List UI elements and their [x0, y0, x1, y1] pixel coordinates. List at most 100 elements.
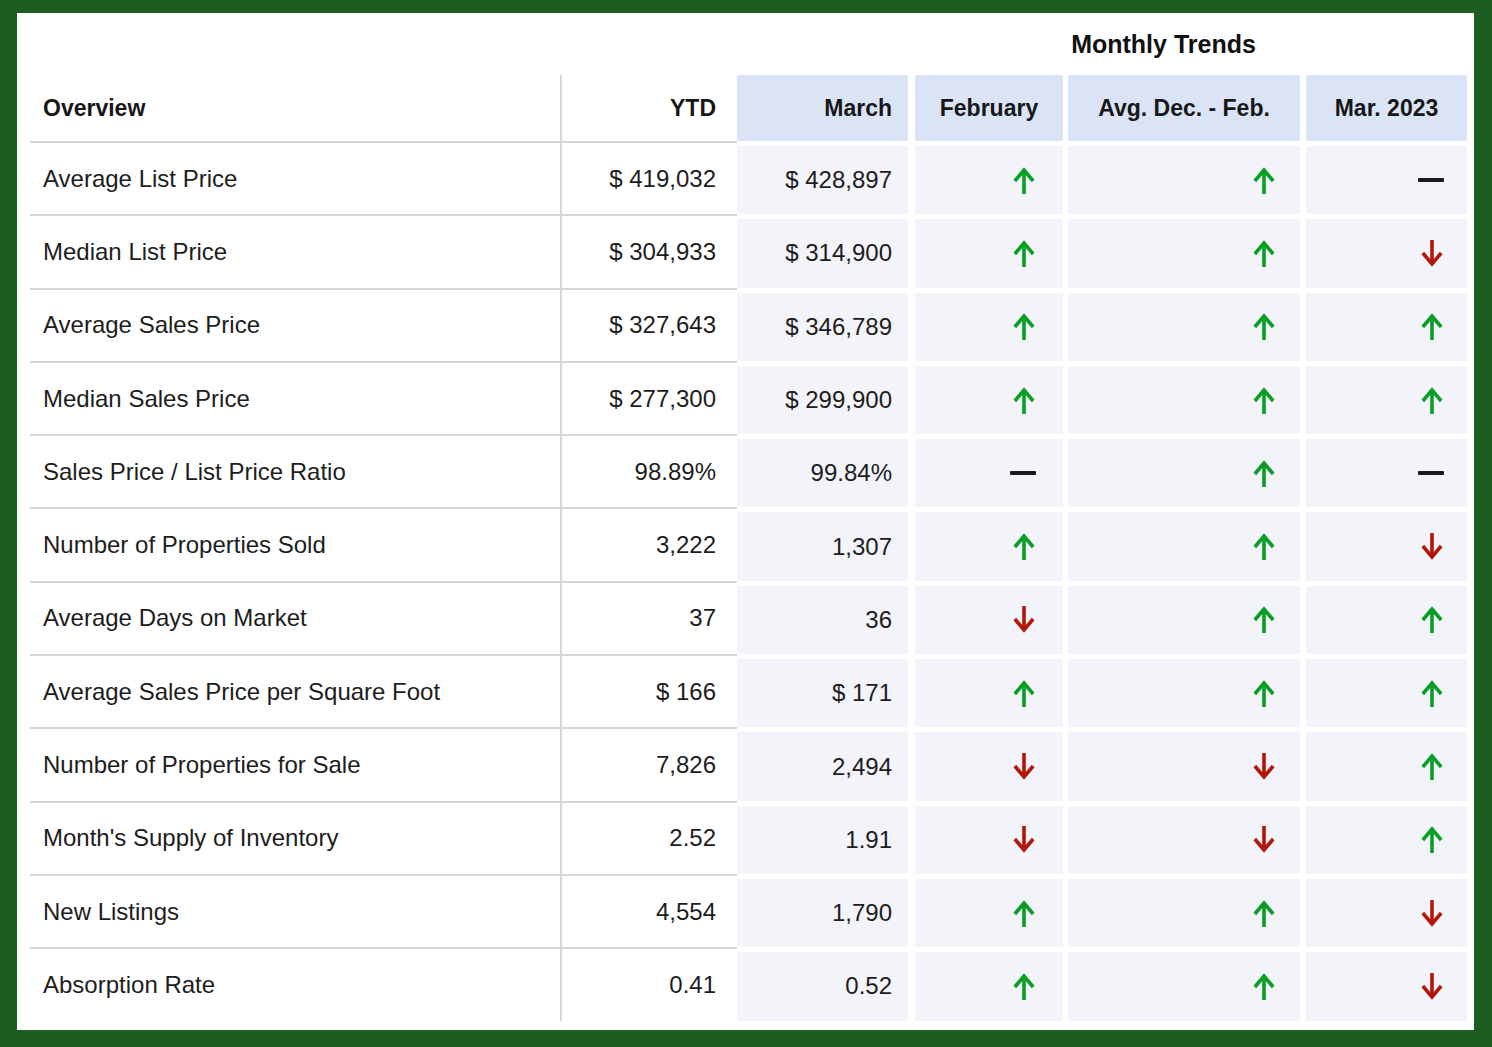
february-trend [915, 507, 1063, 580]
trend-up-icon [1252, 239, 1276, 268]
mar-2023-trend [1306, 214, 1467, 287]
table-row: Average Sales Price per Square Foot$ 166… [30, 654, 1467, 727]
march-value: 1,307 [737, 507, 908, 580]
trend-down-icon [1012, 752, 1036, 781]
february-trend [915, 801, 1063, 874]
trend-down-icon [1012, 825, 1036, 854]
trend-up-icon [1252, 532, 1276, 561]
ytd-value: 0.41 [562, 947, 737, 1020]
row-label: Number of Properties Sold [30, 507, 562, 580]
row-label: Average List Price [30, 141, 562, 214]
february-trend [915, 361, 1063, 434]
trend-up-icon [1420, 386, 1444, 415]
ytd-value: 7,826 [562, 727, 737, 800]
trend-up-icon [1012, 679, 1036, 708]
march-value: $ 346,789 [737, 288, 908, 361]
trend-up-icon [1252, 386, 1276, 415]
market-stats-table: Overview YTD March February Avg. Dec. - … [30, 75, 1467, 1021]
row-label: Median Sales Price [30, 361, 562, 434]
row-label: Average Sales Price per Square Foot [30, 654, 562, 727]
avg-dec-feb-trend [1068, 141, 1300, 214]
ytd-value: 37 [562, 581, 737, 654]
trend-flat-icon [1010, 471, 1036, 475]
trend-up-icon [1012, 386, 1036, 415]
row-label: Absorption Rate [30, 947, 562, 1020]
trend-down-icon [1420, 532, 1444, 561]
march-value: 36 [737, 581, 908, 654]
february-trend [915, 214, 1063, 287]
avg-dec-feb-trend [1068, 288, 1300, 361]
trend-down-icon [1420, 899, 1444, 928]
trend-up-icon [1252, 459, 1276, 488]
trend-up-icon [1252, 166, 1276, 195]
trend-up-icon [1012, 239, 1036, 268]
ytd-value: 3,222 [562, 507, 737, 580]
trend-up-icon [1012, 899, 1036, 928]
avg-dec-feb-trend [1068, 947, 1300, 1020]
ytd-value: 98.89% [562, 434, 737, 507]
march-value: $ 171 [737, 654, 908, 727]
trend-down-icon [1252, 825, 1276, 854]
avg-dec-feb-trend [1068, 581, 1300, 654]
trend-up-icon [1420, 752, 1444, 781]
march-value: $ 428,897 [737, 141, 908, 214]
february-trend [915, 288, 1063, 361]
trend-up-icon [1252, 312, 1276, 341]
trend-up-icon [1420, 679, 1444, 708]
table-row: New Listings4,5541,790 [30, 874, 1467, 947]
column-header-avg-dec-feb: Avg. Dec. - Feb. [1068, 75, 1300, 141]
mar-2023-trend [1306, 507, 1467, 580]
trend-down-icon [1420, 239, 1444, 268]
table-row: Absorption Rate0.410.52 [30, 947, 1467, 1020]
avg-dec-feb-trend [1068, 801, 1300, 874]
trend-flat-icon [1418, 178, 1444, 182]
trend-up-icon [1012, 532, 1036, 561]
mar-2023-trend [1306, 947, 1467, 1020]
trend-down-icon [1420, 972, 1444, 1001]
table-row: Average Days on Market3736 [30, 581, 1467, 654]
column-header-overview: Overview [30, 75, 562, 141]
mar-2023-trend [1306, 288, 1467, 361]
march-value: 1,790 [737, 874, 908, 947]
ytd-value: 4,554 [562, 874, 737, 947]
march-value: 1.91 [737, 801, 908, 874]
mar-2023-trend [1306, 581, 1467, 654]
trend-up-icon [1252, 679, 1276, 708]
mar-2023-trend [1306, 727, 1467, 800]
mar-2023-trend [1306, 434, 1467, 507]
avg-dec-feb-trend [1068, 727, 1300, 800]
march-value: 99.84% [737, 434, 908, 507]
trend-up-icon [1252, 972, 1276, 1001]
trend-up-icon [1420, 312, 1444, 341]
avg-dec-feb-trend [1068, 507, 1300, 580]
february-trend [915, 141, 1063, 214]
february-trend [915, 581, 1063, 654]
avg-dec-feb-trend [1068, 874, 1300, 947]
avg-dec-feb-trend [1068, 214, 1300, 287]
table-row: Number of Properties for Sale7,8262,494 [30, 727, 1467, 800]
february-trend [915, 947, 1063, 1020]
monthly-trends-title: Monthly Trends [860, 30, 1467, 59]
avg-dec-feb-trend [1068, 361, 1300, 434]
table-row: Number of Properties Sold3,2221,307 [30, 507, 1467, 580]
march-value: 2,494 [737, 727, 908, 800]
table-row: Month's Supply of Inventory2.521.91 [30, 801, 1467, 874]
table-row: Average List Price$ 419,032$ 428,897 [30, 141, 1467, 214]
column-header-march: March [737, 75, 908, 141]
table-row: Sales Price / List Price Ratio98.89%99.8… [30, 434, 1467, 507]
trend-up-icon [1252, 899, 1276, 928]
february-trend [915, 434, 1063, 507]
ytd-value: $ 277,300 [562, 361, 737, 434]
row-label: Average Days on Market [30, 581, 562, 654]
row-label: Average Sales Price [30, 288, 562, 361]
table-row: Average Sales Price$ 327,643$ 346,789 [30, 288, 1467, 361]
ytd-value: $ 327,643 [562, 288, 737, 361]
trend-flat-icon [1418, 471, 1444, 475]
trend-up-icon [1420, 605, 1444, 634]
march-value: $ 314,900 [737, 214, 908, 287]
ytd-value: $ 304,933 [562, 214, 737, 287]
trend-down-icon [1012, 605, 1036, 634]
mar-2023-trend [1306, 141, 1467, 214]
trend-up-icon [1420, 825, 1444, 854]
row-label: New Listings [30, 874, 562, 947]
